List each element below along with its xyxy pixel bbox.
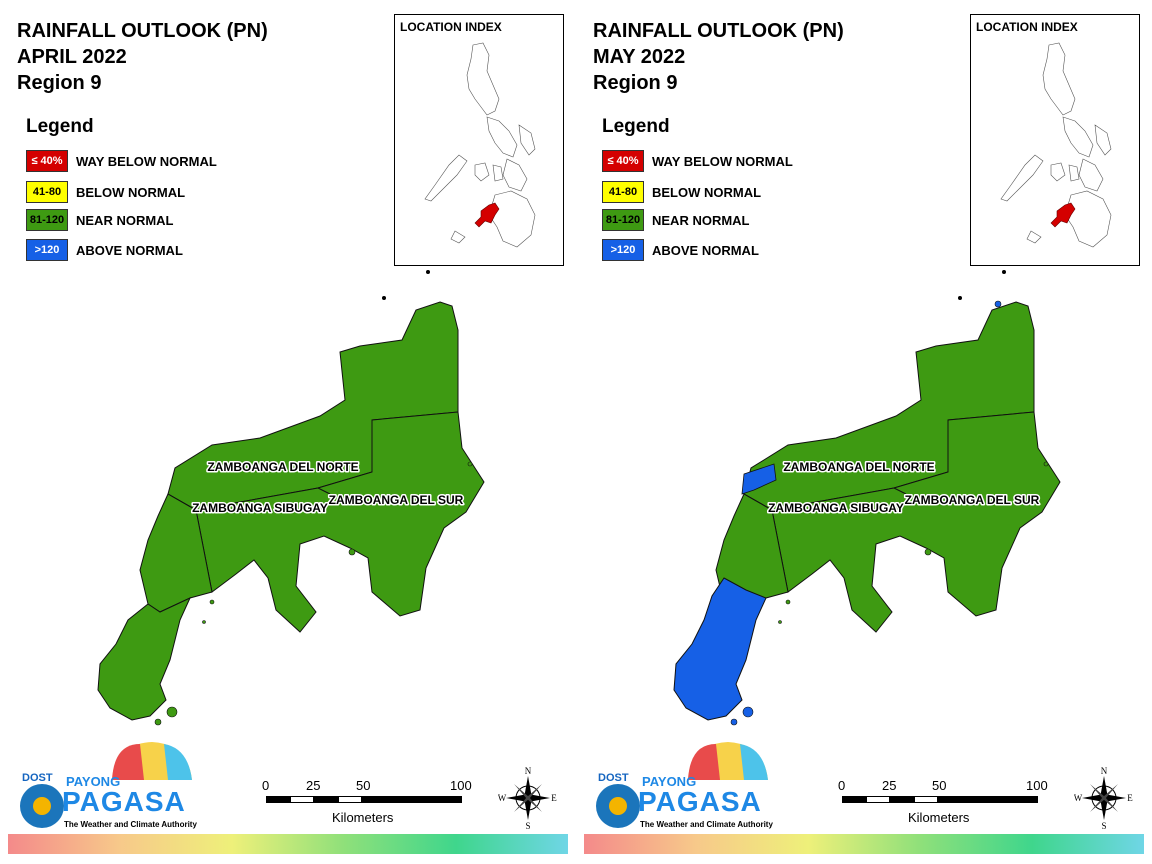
logo-pagasa-text: PAGASA [638, 786, 762, 817]
scale-tick: 0 [262, 778, 270, 793]
label-zamboanga-del-sur: ZAMBOANGA DEL SUR [905, 493, 1040, 507]
legend-title: Legend [602, 116, 670, 137]
region-9-highlight [1050, 202, 1076, 228]
scale-tick: 50 [932, 778, 947, 793]
location-index-inset: LOCATION INDEX [394, 14, 564, 266]
legend-title: Legend [26, 116, 94, 137]
payong-pagasa-logo: DOST PAYONG PAGASA The Weather and Clima… [16, 740, 216, 832]
scale-tick: 25 [882, 778, 897, 793]
logo-payong-text: PAYONG [642, 774, 697, 789]
outlook-panel-may: RAINFALL OUTLOOK (PN) MAY 2022 Region 9 … [576, 0, 1152, 864]
legend-swatch: 41-80 [26, 181, 68, 203]
logo-dost-text: DOST [22, 772, 53, 784]
compass-rose-icon: N S E W [498, 766, 558, 831]
scale-unit: Kilometers [908, 810, 970, 825]
label-zamboanga-sibugay: ZAMBOANGA SIBUGAY [192, 501, 328, 515]
compass-w: W [1074, 793, 1083, 803]
legend-label: BELOW NORMAL [652, 185, 762, 200]
label-zamboanga-del-sur: ZAMBOANGA DEL SUR [329, 493, 464, 507]
color-gradient-bar [8, 834, 568, 854]
location-index-title: LOCATION INDEX [976, 20, 1078, 34]
legend-label: ABOVE NORMAL [652, 243, 759, 258]
outlook-panel-april: RAINFALL OUTLOOK (PN) APRIL 2022 Region … [8, 14, 568, 854]
philippines-outline [424, 42, 536, 248]
zone-tip-polygon [97, 596, 192, 721]
compass-e: E [551, 793, 557, 803]
legend-swatch: >120 [26, 239, 68, 261]
legend-swatch: 81-120 [602, 209, 644, 231]
legend-label: BELOW NORMAL [76, 185, 186, 200]
umbrella-icon [20, 742, 192, 828]
compass-rose-icon: N S E W [1074, 766, 1134, 831]
scale-tick: 50 [356, 778, 371, 793]
legend-label: WAY BELOW NORMAL [652, 154, 793, 169]
legend-label: NEAR NORMAL [652, 213, 750, 228]
legend-swatch: >120 [602, 239, 644, 261]
north-arrow: N S E W [1074, 766, 1134, 831]
legend-swatch: 81-120 [26, 209, 68, 231]
scale-tick: 25 [306, 778, 321, 793]
location-index-inset: LOCATION INDEX [970, 14, 1140, 266]
compass-s: S [1101, 821, 1106, 830]
label-zamboanga-del-norte: ZAMBOANGA DEL NORTE [207, 460, 358, 474]
zone-above-normal-northwest [741, 463, 777, 495]
legend-label: NEAR NORMAL [76, 213, 174, 228]
color-gradient-bar [584, 834, 1144, 854]
legend-swatch: ≤ 40% [602, 150, 644, 172]
zone-south-polygon [771, 411, 1061, 633]
compass-n: N [525, 766, 532, 776]
title-line-1: RAINFALL OUTLOOK (PN) [17, 20, 268, 42]
logo-payong-text: PAYONG [66, 774, 121, 789]
label-zamboanga-del-norte: ZAMBOANGA DEL NORTE [783, 460, 934, 474]
compass-w: W [498, 793, 507, 803]
payong-pagasa-logo: DOST PAYONG PAGASA The Weather and Clima… [592, 740, 792, 832]
scale-bar: 0 25 50 100 Kilometers [838, 776, 1058, 836]
scale-tick: 100 [1026, 778, 1048, 793]
region-map: ZAMBOANGA DEL NORTE ZAMBOANGA SIBUGAY ZA… [673, 270, 1061, 726]
logo-dost-text: DOST [598, 772, 629, 784]
zone-south-polygon [195, 411, 485, 633]
region-9-highlight [474, 202, 500, 228]
title-month: APRIL 2022 [17, 46, 127, 68]
north-arrow: N S E W [498, 766, 558, 831]
zone-above-normal-southwest [673, 577, 767, 721]
legend-swatch: 41-80 [602, 181, 644, 203]
logo-tagline: The Weather and Climate Authority [64, 820, 197, 829]
legend-label: ABOVE NORMAL [76, 243, 183, 258]
map-title: RAINFALL OUTLOOK (PN) MAY 2022 Region 9 [593, 18, 844, 96]
region-map: ZAMBOANGA DEL NORTE ZAMBOANGA SIBUGAY ZA… [97, 270, 485, 726]
philippines-outline [1000, 42, 1112, 248]
title-region: Region 9 [593, 72, 678, 94]
map-title: RAINFALL OUTLOOK (PN) APRIL 2022 Region … [17, 18, 268, 96]
umbrella-icon [596, 742, 768, 828]
title-line-1: RAINFALL OUTLOOK (PN) [593, 20, 844, 42]
logo-pagasa-text: PAGASA [62, 786, 186, 817]
compass-s: S [525, 821, 530, 830]
label-zamboanga-sibugay: ZAMBOANGA SIBUGAY [768, 501, 904, 515]
compass-n: N [1101, 766, 1108, 776]
scale-bar: 0 25 50 100 Kilometers [262, 776, 482, 836]
legend-label: WAY BELOW NORMAL [76, 154, 217, 169]
scale-tick: 0 [838, 778, 846, 793]
scale-tick: 100 [450, 778, 472, 793]
scale-unit: Kilometers [332, 810, 394, 825]
legend-swatch: ≤ 40% [26, 150, 68, 172]
location-index-title: LOCATION INDEX [400, 20, 502, 34]
compass-e: E [1127, 793, 1133, 803]
title-region: Region 9 [17, 72, 102, 94]
logo-tagline: The Weather and Climate Authority [640, 820, 773, 829]
title-month: MAY 2022 [593, 46, 686, 68]
